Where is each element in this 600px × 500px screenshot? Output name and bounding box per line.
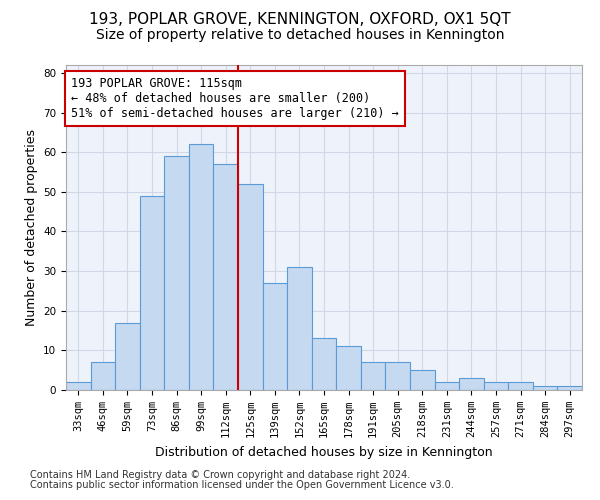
Bar bbox=[214, 164, 238, 390]
Bar bbox=[189, 144, 214, 390]
Text: Contains public sector information licensed under the Open Government Licence v3: Contains public sector information licen… bbox=[30, 480, 454, 490]
Bar bbox=[336, 346, 361, 390]
Text: Contains HM Land Registry data © Crown copyright and database right 2024.: Contains HM Land Registry data © Crown c… bbox=[30, 470, 410, 480]
Bar bbox=[66, 382, 91, 390]
Bar bbox=[434, 382, 459, 390]
Bar bbox=[385, 362, 410, 390]
X-axis label: Distribution of detached houses by size in Kennington: Distribution of detached houses by size … bbox=[155, 446, 493, 458]
Text: 193, POPLAR GROVE, KENNINGTON, OXFORD, OX1 5QT: 193, POPLAR GROVE, KENNINGTON, OXFORD, O… bbox=[89, 12, 511, 28]
Text: Size of property relative to detached houses in Kennington: Size of property relative to detached ho… bbox=[96, 28, 504, 42]
Text: 193 POPLAR GROVE: 115sqm
← 48% of detached houses are smaller (200)
51% of semi-: 193 POPLAR GROVE: 115sqm ← 48% of detach… bbox=[71, 77, 398, 120]
Bar bbox=[287, 267, 312, 390]
Bar bbox=[557, 386, 582, 390]
Bar bbox=[164, 156, 189, 390]
Bar bbox=[459, 378, 484, 390]
Bar bbox=[115, 322, 140, 390]
Bar bbox=[312, 338, 336, 390]
Bar bbox=[361, 362, 385, 390]
Bar bbox=[484, 382, 508, 390]
Bar bbox=[263, 283, 287, 390]
Bar bbox=[508, 382, 533, 390]
Y-axis label: Number of detached properties: Number of detached properties bbox=[25, 129, 38, 326]
Bar bbox=[238, 184, 263, 390]
Bar bbox=[91, 362, 115, 390]
Bar bbox=[140, 196, 164, 390]
Bar bbox=[533, 386, 557, 390]
Bar bbox=[410, 370, 434, 390]
